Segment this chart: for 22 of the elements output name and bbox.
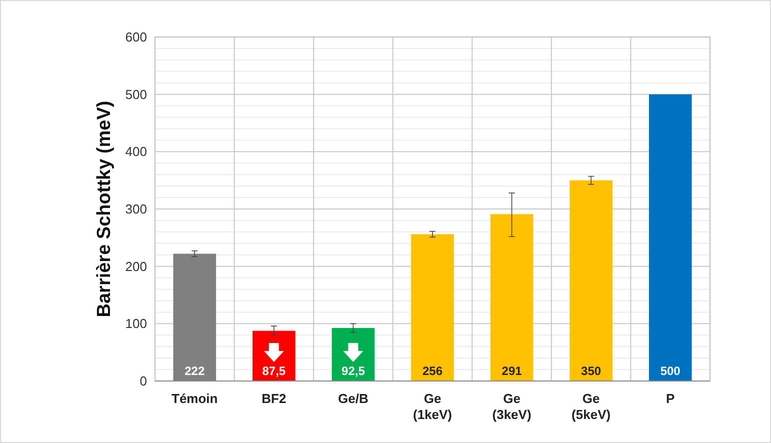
- data-label: 291: [502, 364, 522, 378]
- x-tick-label: Témoin: [172, 391, 218, 406]
- data-label: 350: [581, 364, 602, 378]
- data-label: 87,5: [262, 364, 286, 378]
- data-label: 222: [184, 364, 205, 378]
- y-tick-label: 100: [125, 316, 147, 332]
- data-label: 256: [422, 364, 443, 378]
- y-tick-label: 300: [125, 202, 147, 217]
- x-tick-label: Ge/B: [338, 391, 368, 406]
- y-tick-label: 0: [140, 374, 147, 389]
- y-tick-label: 500: [125, 86, 147, 102]
- x-tick-label: BF2: [262, 391, 286, 406]
- y-axis-title: Barrière Schottky (meV): [94, 100, 115, 318]
- data-label: 500: [660, 364, 681, 378]
- y-tick-label: 600: [125, 30, 147, 45]
- x-tick-label: Ge (3keV): [492, 391, 532, 422]
- data-label: 92,5: [342, 364, 366, 378]
- x-tick-label: Ge (1keV): [412, 391, 452, 422]
- y-tick-label: 400: [125, 144, 147, 160]
- y-tick-label: 200: [125, 258, 147, 274]
- x-tick-label: Ge (5keV): [572, 391, 611, 422]
- x-tick-label: P: [666, 391, 676, 406]
